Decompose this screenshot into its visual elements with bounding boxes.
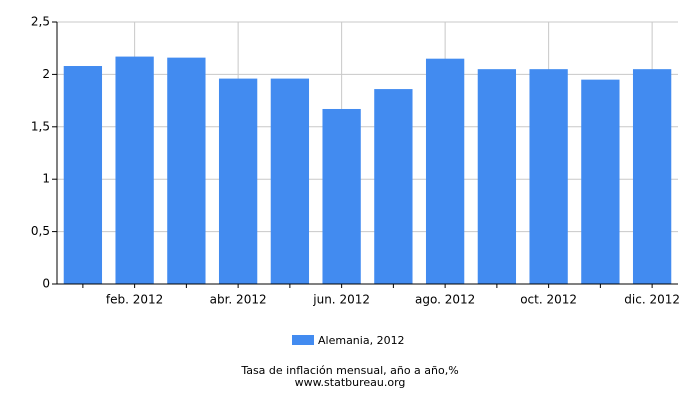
x-tick-label: abr. 2012 [210, 293, 267, 307]
legend-label: Alemania, 2012 [318, 334, 405, 347]
bar [218, 78, 258, 284]
y-tick-label: 2,5 [31, 15, 50, 29]
bar [477, 69, 517, 284]
bar [529, 69, 568, 284]
y-tick-label: 1,5 [31, 119, 50, 133]
x-tick-label: dic. 2012 [624, 293, 680, 307]
legend-swatch [292, 335, 314, 345]
x-tick-label: oct. 2012 [520, 293, 577, 307]
bar [115, 56, 154, 284]
bar [63, 66, 103, 285]
y-tick-label: 0,5 [31, 224, 50, 238]
x-tick-label: jun. 2012 [312, 293, 370, 307]
bar [581, 79, 620, 284]
source: www.statbureau.org [295, 376, 406, 389]
bar [632, 69, 672, 284]
caption: Tasa de inflación mensual, año a año,% [240, 364, 458, 377]
x-tick-label: feb. 2012 [106, 293, 163, 307]
y-tick-label: 2 [42, 67, 50, 81]
y-tick-label: 1 [42, 172, 50, 186]
bar [322, 108, 361, 284]
x-tick-label: ago. 2012 [415, 293, 475, 307]
y-tick-label: 0 [42, 277, 50, 291]
bar [374, 89, 413, 285]
bar [167, 57, 206, 284]
bar [270, 78, 310, 284]
bar [425, 58, 465, 285]
